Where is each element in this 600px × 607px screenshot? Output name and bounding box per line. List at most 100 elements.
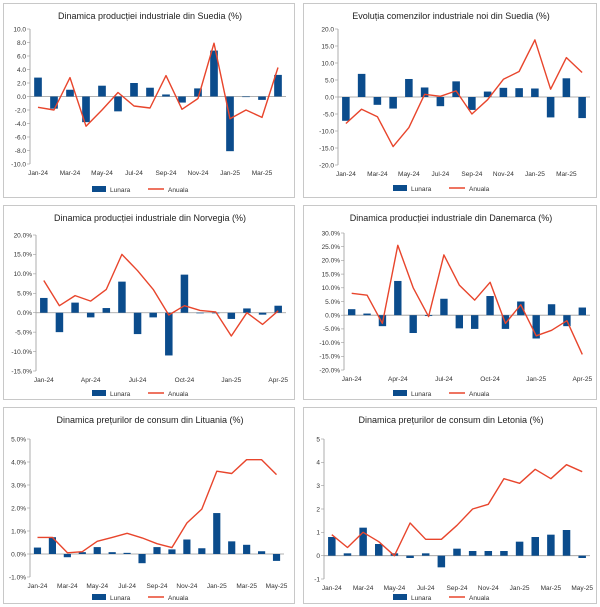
y-tick-label: -10.0	[11, 161, 26, 168]
y-tick-label: 0.0	[325, 94, 334, 101]
x-tick-label: Jul-24	[125, 170, 143, 177]
x-tick-label: Apr-25	[573, 376, 593, 383]
bar	[93, 547, 101, 554]
y-tick-label: 0.0%	[325, 313, 340, 320]
bar	[499, 87, 508, 97]
y-tick-label: -10.0%	[319, 340, 340, 347]
bar	[133, 312, 142, 335]
y-tick-label: 10.0%	[14, 271, 33, 278]
x-tick-label: Jan-24	[34, 377, 54, 384]
bar	[546, 97, 555, 118]
bar	[468, 97, 476, 110]
y-tick-label: 10.0	[13, 26, 26, 33]
chart-title: Evoluția comenzilor industriale noi din …	[352, 11, 550, 21]
bar	[470, 315, 479, 329]
y-tick-label: 20.0%	[14, 232, 33, 239]
y-tick-label: 5.0%	[17, 291, 32, 298]
y-tick-label: 4.0%	[11, 459, 26, 466]
y-tick-label: 0.0	[17, 94, 26, 101]
y-tick-label: 15.0%	[322, 271, 341, 278]
bar	[359, 527, 367, 556]
x-tick-label: Mar-25	[556, 171, 577, 178]
bar	[258, 551, 266, 554]
legend-label: Lunara	[110, 391, 131, 398]
legend-label: Anuala	[469, 391, 490, 398]
y-tick-label: 5.0%	[11, 436, 26, 443]
y-tick-label: -1.0%	[9, 574, 26, 581]
x-tick-label: Apr-24	[388, 376, 408, 383]
bar	[258, 312, 267, 315]
y-tick-label: 0.0%	[17, 310, 32, 317]
y-tick-label: -15.0%	[319, 354, 340, 361]
y-tick-label: 5	[316, 436, 320, 443]
y-tick-label: 10.0	[321, 60, 334, 67]
bar	[86, 312, 95, 318]
bar	[515, 88, 523, 97]
bar	[146, 87, 154, 97]
chart-title: Dinamica prețurilor de consum din Lituan…	[56, 415, 243, 425]
line-series	[331, 464, 583, 557]
bar	[50, 96, 58, 109]
x-tick-label: Nov-24	[188, 170, 209, 177]
chart-panel-5: Dinamica prețurilor de consum din Lituan…	[3, 407, 295, 604]
bar	[437, 555, 446, 568]
x-tick-label: Jan-24	[322, 585, 342, 592]
bar	[228, 541, 236, 554]
bar	[153, 547, 161, 554]
x-tick-label: Sep-24	[461, 171, 482, 178]
y-tick-label: 6.0	[17, 53, 26, 60]
legend-label: Anuala	[168, 595, 189, 602]
y-tick-label: 4	[316, 460, 320, 467]
bar	[486, 296, 494, 316]
line-series	[37, 42, 279, 127]
x-tick-label: Oct-24	[175, 377, 195, 384]
bar	[165, 312, 173, 356]
x-tick-label: Nov-24	[478, 585, 499, 592]
x-tick-label: Jan-25	[525, 171, 545, 178]
x-tick-label: Mar-24	[353, 585, 374, 592]
legend-swatch-bar	[92, 186, 106, 192]
bar	[440, 298, 448, 316]
y-tick-label: 25.0%	[322, 244, 341, 251]
bar	[272, 554, 281, 561]
x-tick-label: Jan-25	[510, 585, 530, 592]
line-series	[345, 39, 583, 148]
chart-panel-1: Dinamica producției industriale din Sued…	[3, 3, 295, 198]
bar	[531, 88, 539, 97]
bar	[420, 87, 429, 97]
bar	[532, 315, 540, 339]
bar	[455, 315, 464, 329]
y-tick-label: 20.0%	[322, 258, 341, 265]
y-tick-label: -5.0%	[15, 329, 32, 336]
chart-svg: Evoluția comenzilor industriale noi din …	[319, 11, 590, 193]
bar	[394, 280, 402, 316]
bar	[343, 553, 352, 556]
x-tick-label: May-24	[398, 171, 420, 178]
x-tick-label: Mar-24	[60, 170, 81, 177]
bar	[421, 553, 430, 556]
legend-label: Lunara	[411, 391, 432, 398]
legend-label: Anuala	[168, 391, 189, 398]
y-tick-label: 2.0%	[11, 505, 26, 512]
bar	[130, 83, 138, 97]
bar	[468, 551, 477, 556]
bar	[227, 312, 236, 319]
x-tick-label: May-24	[91, 170, 113, 177]
x-tick-label: Jul-24	[129, 377, 147, 384]
bar	[562, 530, 571, 556]
legend-swatch-bar	[92, 594, 106, 600]
chart-panel-3: Dinamica producției industriale din Norv…	[3, 205, 295, 400]
bar	[55, 312, 64, 333]
bar	[274, 305, 282, 313]
x-tick-label: Nov-24	[176, 583, 197, 590]
bar	[210, 50, 218, 97]
x-tick-label: May-25	[266, 583, 288, 590]
bar	[63, 554, 71, 558]
x-tick-label: Jan-24	[28, 170, 48, 177]
chart-svg: Dinamica producției industriale din Dane…	[319, 213, 593, 398]
y-tick-label: -1	[314, 576, 320, 583]
y-tick-label: 30.0%	[322, 230, 341, 237]
bar	[183, 539, 191, 554]
bar	[406, 555, 414, 558]
bar	[213, 513, 221, 554]
